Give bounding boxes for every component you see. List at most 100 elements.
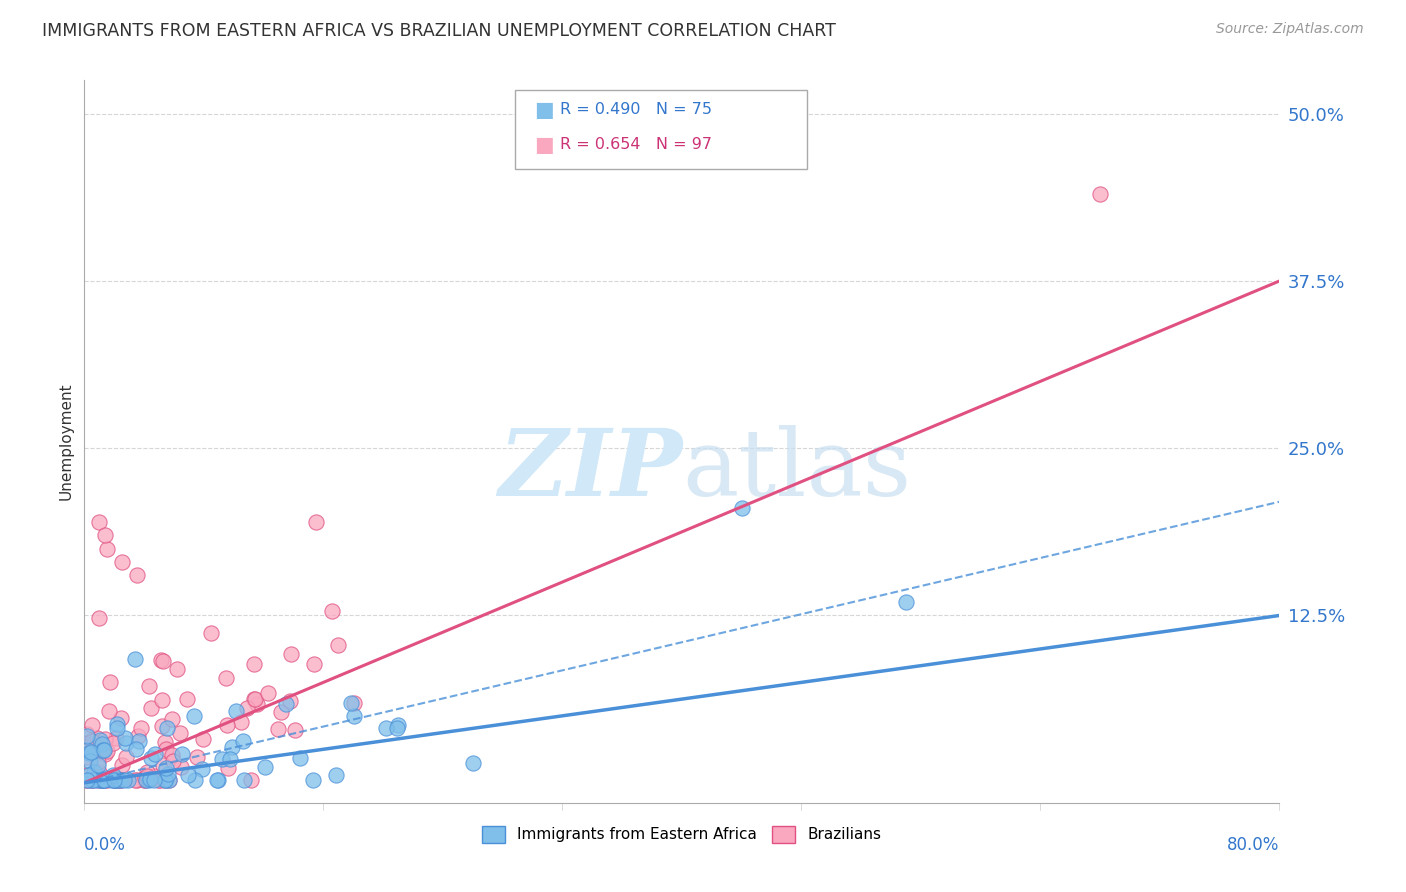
Text: Source: ZipAtlas.com: Source: ZipAtlas.com xyxy=(1216,22,1364,37)
Point xyxy=(284,723,307,737)
Point xyxy=(186,750,208,764)
Point xyxy=(143,772,166,788)
Point xyxy=(87,755,110,769)
Text: ■: ■ xyxy=(534,135,554,154)
Point xyxy=(229,715,252,730)
Point xyxy=(139,751,162,765)
Point xyxy=(101,736,124,750)
Point xyxy=(136,769,159,783)
Point xyxy=(100,772,122,788)
Point xyxy=(136,764,159,779)
Point xyxy=(236,701,259,715)
Point xyxy=(91,772,114,788)
Point xyxy=(233,772,256,788)
Point xyxy=(110,772,132,788)
Point xyxy=(115,749,138,764)
Point xyxy=(128,734,150,748)
Point xyxy=(170,747,193,761)
Point xyxy=(139,772,162,787)
Text: R = 0.490   N = 75: R = 0.490 N = 75 xyxy=(560,103,711,117)
Point xyxy=(104,772,127,788)
Point xyxy=(93,743,115,757)
Point xyxy=(91,737,114,751)
Point xyxy=(76,729,98,743)
Point xyxy=(82,738,104,752)
Point xyxy=(155,761,177,775)
Point xyxy=(80,745,103,759)
Legend: Immigrants from Eastern Africa, Brazilians: Immigrants from Eastern Africa, Brazilia… xyxy=(477,820,887,849)
Point xyxy=(148,772,170,788)
Point xyxy=(150,653,173,667)
Point xyxy=(156,721,179,735)
Text: atlas: atlas xyxy=(682,425,911,516)
Point xyxy=(239,772,262,788)
Point xyxy=(89,515,111,529)
Point xyxy=(253,760,276,774)
Point xyxy=(225,704,247,718)
Text: 80.0%: 80.0% xyxy=(1227,837,1279,855)
Point xyxy=(302,657,325,671)
Point xyxy=(87,772,110,786)
Point xyxy=(105,717,128,731)
Point xyxy=(76,750,98,764)
Point xyxy=(135,772,157,788)
Text: ZIP: ZIP xyxy=(498,425,682,516)
Point xyxy=(205,772,228,788)
Point xyxy=(340,696,363,710)
Point xyxy=(104,772,127,788)
Point xyxy=(162,748,184,763)
Point xyxy=(82,772,104,788)
Point xyxy=(218,751,240,765)
Point xyxy=(94,528,117,542)
Point xyxy=(76,772,98,788)
Point xyxy=(150,718,173,732)
Point xyxy=(79,772,101,788)
Point xyxy=(176,691,198,706)
Point xyxy=(79,754,101,768)
Point xyxy=(321,604,343,618)
Point xyxy=(152,757,174,772)
Point xyxy=(86,731,108,746)
Point xyxy=(276,697,298,711)
Point xyxy=(94,731,117,746)
Point xyxy=(160,712,183,726)
Point xyxy=(266,722,288,736)
Text: 0.0%: 0.0% xyxy=(84,837,127,855)
Point xyxy=(91,772,114,788)
Point xyxy=(375,721,398,735)
Point xyxy=(169,726,191,740)
Point xyxy=(1090,187,1112,202)
Point xyxy=(200,625,222,640)
Point xyxy=(215,671,238,685)
Point xyxy=(111,758,134,772)
Point xyxy=(105,721,128,735)
Point xyxy=(90,772,112,788)
Point xyxy=(103,772,125,788)
Point xyxy=(217,761,239,775)
Point xyxy=(183,772,205,788)
Point xyxy=(83,764,105,779)
Point xyxy=(127,729,149,743)
Point xyxy=(76,736,98,750)
Point xyxy=(153,772,176,788)
Point xyxy=(76,727,98,741)
Point xyxy=(162,754,184,768)
Point xyxy=(76,772,98,788)
Point xyxy=(94,772,117,788)
Point xyxy=(157,767,180,781)
Point xyxy=(91,742,114,756)
Point xyxy=(153,734,176,748)
Point xyxy=(80,772,103,788)
Point xyxy=(270,705,292,719)
Point xyxy=(87,758,110,772)
Point xyxy=(152,654,174,668)
Point xyxy=(211,752,233,766)
Point xyxy=(134,771,156,785)
Point xyxy=(105,731,128,745)
Point xyxy=(77,768,100,782)
Point xyxy=(183,709,205,723)
Point xyxy=(278,694,301,708)
Point xyxy=(77,746,100,760)
Point xyxy=(243,657,266,671)
Point xyxy=(221,740,243,755)
